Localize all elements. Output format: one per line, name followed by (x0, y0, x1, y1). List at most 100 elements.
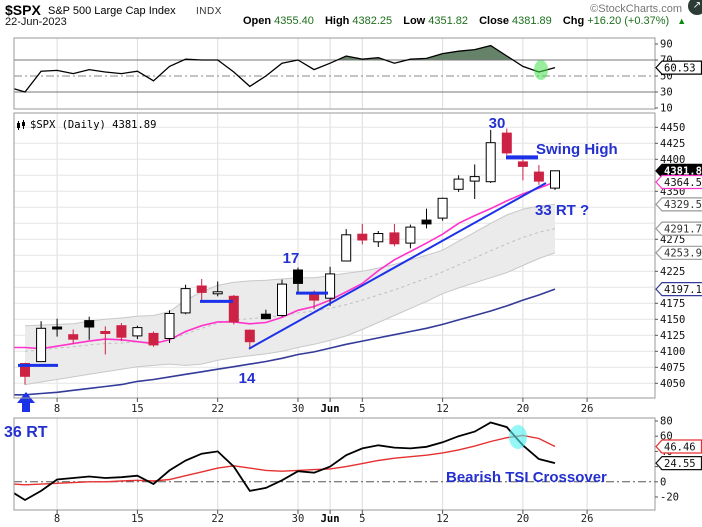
svg-text:8: 8 (54, 513, 60, 525)
svg-text:4225: 4225 (660, 266, 685, 278)
svg-text:4125: 4125 (660, 330, 685, 342)
x-axis-labels: 8 8 15 15 22 22 30 30 Jun Jun 5 5 12 12 20 20 26 26 (54, 398, 593, 525)
ohlc-quote-row: Open 4355.40 High 4382.25 Low 4351.82 Close… (243, 15, 686, 27)
swing-high-label: Swing High (536, 141, 618, 158)
trendline (248, 182, 547, 350)
svg-text:22: 22 (211, 403, 224, 415)
count-36-rt: 36 RT (4, 424, 48, 441)
svg-text:0: 0 (660, 476, 666, 488)
low-label: Low (403, 15, 426, 27)
svg-text:26: 26 (581, 403, 594, 415)
svg-text:24.55: 24.55 (664, 458, 696, 470)
ma-pink-line (14, 181, 556, 350)
rsi-panel-border (13, 37, 656, 110)
svg-text:12: 12 (436, 403, 449, 415)
svg-text:80: 80 (660, 416, 673, 428)
symbol-ticker: $SPX (5, 2, 41, 18)
ma-navy-line (14, 288, 556, 396)
chart-date: 22-Jun-2023 (5, 16, 67, 28)
symbol-name: S&P 500 Large Cap Index (48, 5, 176, 17)
svg-text:4291.78: 4291.78 (664, 223, 702, 235)
svg-text:10: 10 (660, 103, 673, 115)
axis-value-box: 60.53 (655, 60, 702, 75)
svg-text:15: 15 (131, 403, 144, 415)
svg-text:4381.89: 4381.89 (664, 166, 702, 178)
count-30: 30 (489, 115, 506, 132)
chg-value: +16.20 (+0.37%) (587, 15, 670, 27)
svg-text:4050: 4050 (660, 378, 685, 390)
chg-label: Chg (562, 15, 585, 27)
svg-text:4450: 4450 (660, 122, 685, 134)
svg-text:60.53: 60.53 (664, 62, 696, 74)
count-17: 17 (283, 250, 300, 267)
axis-value-box: 4253.98 (655, 245, 702, 260)
axis-value-box: 4329.59 (655, 197, 702, 212)
price-panel-legend-text: $SPX (Daily) 4381.89 (30, 119, 157, 131)
chart-type-icon (17, 119, 25, 130)
copyright-text: ©StockCharts.com (590, 3, 682, 15)
price-panel-border (13, 112, 656, 399)
svg-text:4197.17: 4197.17 (664, 284, 702, 296)
annotations: 30 17 14 36 RT Swing High 33 RT ? Bearish TSI … (4, 115, 618, 486)
tsi-signal-line (13, 434, 556, 486)
stockcharts-logo-icon: ↗ (688, 0, 702, 15)
svg-text:Jun: Jun (321, 513, 340, 525)
rsi-overbought-fill (183, 45, 513, 60)
exchange-label: INDX (196, 6, 222, 17)
svg-text:4150: 4150 (660, 314, 685, 326)
axis-value-box: 4197.17 (655, 282, 702, 297)
rsi-highlight-ellipse (534, 60, 548, 80)
svg-text:46.46: 46.46 (664, 441, 696, 453)
svg-text:Jun: Jun (321, 403, 340, 415)
axis-value-box: 24.55 (655, 456, 702, 471)
close-label: Close (479, 15, 510, 27)
svg-text:30: 30 (660, 87, 673, 99)
high-value: 4382.25 (352, 15, 393, 27)
tsi-panel (13, 421, 655, 502)
y-axis-labels: 9070503010445044254400435042754225417541… (655, 39, 685, 504)
up-arrow-marker (17, 392, 35, 412)
open-value: 4355.40 (274, 15, 314, 27)
tsi-line (13, 421, 556, 502)
svg-text:15: 15 (131, 513, 144, 525)
svg-text:30: 30 (292, 513, 305, 525)
svg-text:90: 90 (660, 39, 673, 51)
bearish-tsi-label: Bearish TSI Crossover (446, 469, 607, 486)
tsi-panel-border (13, 417, 656, 511)
up-triangle-icon: ▲ (677, 16, 687, 26)
rsi-panel (13, 44, 655, 93)
svg-text:-20: -20 (660, 492, 679, 504)
rsi-line (13, 44, 556, 93)
count-14: 14 (239, 370, 256, 387)
open-label: Open (243, 15, 272, 27)
close-value: 4381.89 (512, 15, 552, 27)
axis-value-box: 4364.50 (655, 174, 702, 190)
svg-text:4425: 4425 (660, 138, 685, 150)
price-panel (14, 128, 560, 412)
svg-text:8: 8 (54, 403, 60, 415)
candles (20, 128, 560, 385)
low-value: 4351.82 (428, 15, 468, 27)
svg-text:12: 12 (436, 513, 449, 525)
svg-text:4253.98: 4253.98 (664, 248, 702, 260)
axis-value-box: 4291.78 (655, 221, 702, 236)
svg-text:4400: 4400 (660, 154, 685, 166)
high-label: High (324, 15, 350, 27)
svg-text:5: 5 (359, 403, 365, 415)
price-panel-legend: $SPX (Daily) 4381.89 (16, 119, 156, 131)
svg-text:4100: 4100 (660, 346, 685, 358)
svg-text:4329.59: 4329.59 (664, 199, 702, 211)
svg-text:20: 20 (517, 513, 530, 525)
svg-text:22: 22 (211, 513, 224, 525)
rt-33-label: 33 RT ? (535, 202, 589, 219)
svg-text:26: 26 (581, 513, 594, 525)
tsi-highlight-ellipse (509, 425, 527, 449)
svg-text:5: 5 (359, 513, 365, 525)
svg-text:4175: 4175 (660, 298, 685, 310)
svg-text:30: 30 (292, 403, 305, 415)
svg-text:4275: 4275 (660, 234, 685, 246)
svg-text:20: 20 (517, 403, 530, 415)
axis-value-box: 46.46 (655, 439, 702, 454)
